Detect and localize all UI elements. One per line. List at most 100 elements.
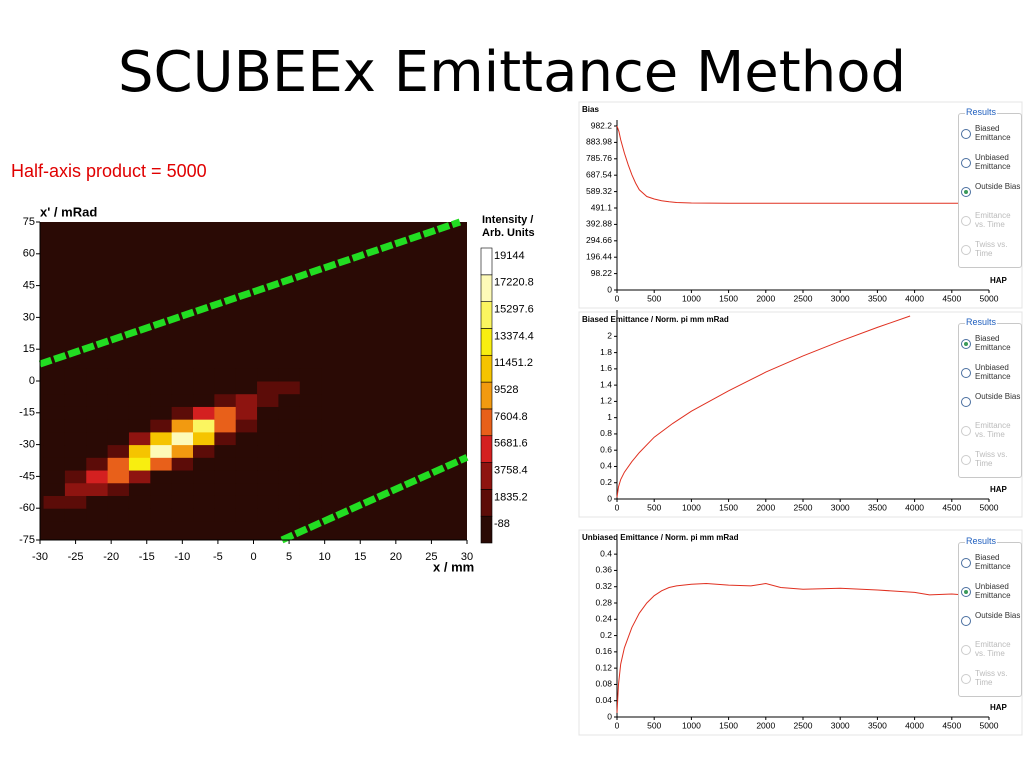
heat-cell xyxy=(64,508,87,522)
y-tick-label: 60 xyxy=(23,248,35,260)
heat-cell xyxy=(235,508,258,522)
x-tick-label: 30 xyxy=(461,551,473,563)
heat-cell xyxy=(299,444,322,458)
x-tick-label: 2000 xyxy=(756,502,775,512)
heat-cell xyxy=(235,419,258,433)
y-tick-label: -45 xyxy=(19,470,35,482)
y-tick-label: 491.1 xyxy=(591,202,613,212)
heat-cell xyxy=(43,406,66,420)
heat-cell xyxy=(107,381,130,395)
radio-option[interactable]: Outside Bias xyxy=(961,390,1021,416)
y-tick-label: 15 xyxy=(23,343,35,355)
heat-cell xyxy=(235,431,258,446)
heat-cell xyxy=(43,419,66,433)
data-line xyxy=(616,315,911,498)
heat-cell xyxy=(299,470,322,484)
colorbar-label: 15297.6 xyxy=(494,304,534,316)
heat-cell xyxy=(193,431,215,446)
y-tick-label: 0 xyxy=(607,711,612,721)
heat-cell xyxy=(278,381,301,395)
y-tick-label: -30 xyxy=(19,439,35,451)
heat-cell xyxy=(64,381,87,395)
heat-cell xyxy=(171,508,194,522)
x-tick-label: 4000 xyxy=(905,720,924,730)
radio-button xyxy=(961,455,971,465)
heat-cell xyxy=(107,470,130,484)
radio-button xyxy=(961,129,971,139)
x-tick-label: 0 xyxy=(615,293,620,303)
heat-cell xyxy=(257,444,279,458)
chart-frame xyxy=(578,311,1023,518)
heat-cell xyxy=(299,406,322,420)
radio-option[interactable]: Unbiased Emittance xyxy=(961,580,1021,606)
heat-cell xyxy=(43,482,66,496)
y-tick-label: 0.08 xyxy=(595,679,612,689)
y-tick-label: 982.2 xyxy=(591,120,613,130)
radio-button xyxy=(961,368,971,378)
heat-cell xyxy=(86,393,109,407)
heat-cell xyxy=(64,495,87,509)
heat-cell xyxy=(150,368,173,382)
y-axis-label: Bias xyxy=(582,105,599,114)
heat-cell xyxy=(150,457,173,471)
y-tick-label: 0 xyxy=(607,284,612,294)
heat-cell xyxy=(257,482,279,496)
heat-cell xyxy=(299,495,322,509)
x-tick-label: 1000 xyxy=(682,502,701,512)
x-tick-label: 2500 xyxy=(794,502,813,512)
colorbar-title: Intensity / Arb. Units xyxy=(482,214,535,239)
radio-label: Emittance vs. Time xyxy=(975,421,1011,439)
radio-option[interactable]: Outside Bias xyxy=(961,609,1021,635)
heat-cell xyxy=(235,482,258,496)
heat-cell xyxy=(150,470,173,484)
y-tick-label: 30 xyxy=(23,311,35,323)
radio-button xyxy=(961,245,971,255)
heat-cell xyxy=(64,482,87,496)
x-tick-label: 20 xyxy=(390,551,402,563)
radio-label: Outside Bias xyxy=(975,182,1021,191)
x-tick-label: 10 xyxy=(319,551,331,563)
y-tick-label: -60 xyxy=(19,502,35,514)
heat-cell xyxy=(128,406,151,420)
y-tick-label: 0.04 xyxy=(595,695,612,705)
colorbar-box xyxy=(480,301,493,329)
x-tick-label: -20 xyxy=(103,551,119,563)
heat-cell xyxy=(278,368,301,382)
radio-option[interactable]: Unbiased Emittance xyxy=(961,151,1021,177)
radio-button xyxy=(961,397,971,407)
x-tick-label: 4500 xyxy=(942,293,961,303)
x-tick-label: -10 xyxy=(174,551,190,563)
heat-cell xyxy=(171,419,194,433)
acceptance-line xyxy=(38,218,462,368)
radio-option[interactable]: Biased Emittance xyxy=(961,551,1021,577)
data-line xyxy=(616,125,989,204)
x-tick-label: -5 xyxy=(213,551,223,563)
heat-cell xyxy=(128,482,151,496)
y-tick-label: -75 xyxy=(19,534,35,546)
panel-title: Results xyxy=(965,317,998,327)
heat-cell xyxy=(257,406,279,420)
heat-cell xyxy=(235,368,258,382)
colorbar-label: 11451.2 xyxy=(494,357,533,369)
heat-cell xyxy=(214,406,237,420)
heat-cell xyxy=(128,393,151,407)
heat-cell xyxy=(128,495,151,509)
radio-option[interactable]: Outside Bias xyxy=(961,180,1021,206)
heat-cell xyxy=(235,470,258,484)
radio-option[interactable]: Unbiased Emittance xyxy=(961,361,1021,387)
radio-button xyxy=(961,558,971,568)
colorbar-box xyxy=(480,381,493,410)
radio-label: Unbiased Emittance xyxy=(975,153,1011,171)
y-tick-label: -15 xyxy=(19,407,35,419)
heat-cell xyxy=(43,381,66,395)
heat-cell xyxy=(299,457,322,471)
colorbar-box xyxy=(480,435,493,463)
radio-option[interactable]: Biased Emittance xyxy=(961,122,1021,148)
y-tick-label: 1.4 xyxy=(600,379,612,389)
x-tick-label: 0 xyxy=(615,720,620,730)
heat-cell xyxy=(193,508,215,522)
radio-option[interactable]: Biased Emittance xyxy=(961,332,1021,358)
radio-option: Twiss vs. Time xyxy=(961,238,1021,264)
x-tick-label: 25 xyxy=(425,551,437,563)
heat-cell xyxy=(43,470,66,484)
